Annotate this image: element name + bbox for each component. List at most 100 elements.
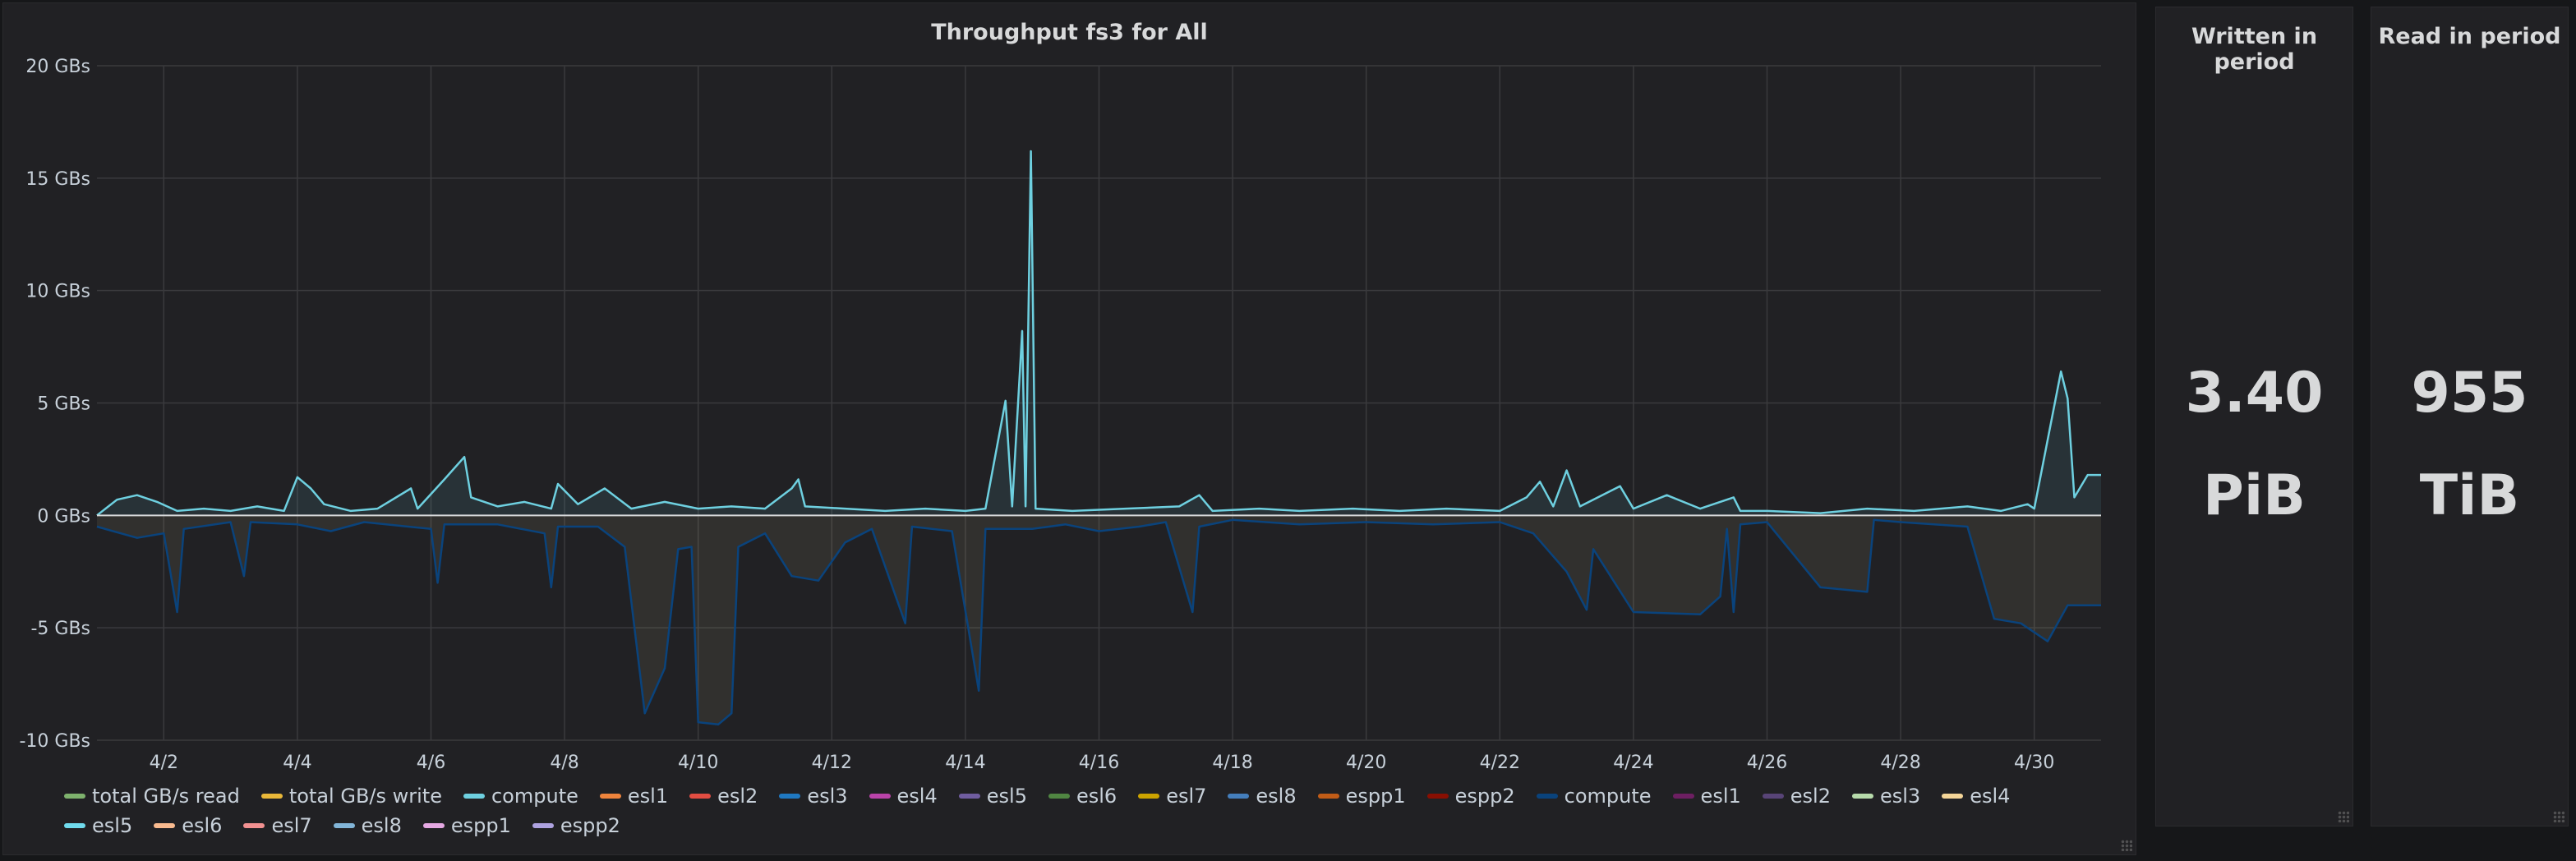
legend-label: espp2 (560, 814, 620, 837)
read-value: 955 (2411, 361, 2528, 426)
resize-handle[interactable] (2338, 811, 2349, 822)
legend-label: esl8 (361, 814, 402, 837)
y-tick-label: 0 GBs (37, 506, 90, 527)
y-tick-label: -5 GBs (30, 619, 90, 639)
x-tick-label: 4/30 (2014, 753, 2054, 773)
x-tick-label: 4/20 (1346, 753, 1386, 773)
legend-swatch (243, 823, 265, 828)
legend-swatch (869, 794, 891, 799)
legend-swatch (1228, 794, 1250, 799)
legend-label: compute (1564, 785, 1652, 808)
x-tick-label: 4/26 (1747, 753, 1787, 773)
legend-item[interactable]: esl4 (1942, 785, 2011, 808)
legend-label: esl4 (896, 785, 938, 808)
legend-item[interactable]: esl7 (1138, 785, 1207, 808)
legend-label: esl6 (182, 814, 223, 837)
legend-swatch (1762, 794, 1784, 799)
legend-label: esl3 (807, 785, 848, 808)
x-tick-label: 4/10 (678, 753, 718, 773)
x-tick-label: 4/8 (550, 753, 578, 773)
legend-item[interactable]: esl1 (1672, 785, 1741, 808)
chart-ticks: 20 GBs 15 GBs 10 GBs 5 GBs 0 GBs -5 GBs -10 GB… (19, 57, 2054, 773)
series-line (96, 518, 2101, 726)
x-tick-label: 4/18 (1212, 753, 1252, 773)
graph-legend: total GB/s read total GB/s write compute es… (64, 785, 2102, 837)
legend-item[interactable]: compute (1536, 785, 1652, 808)
x-tick-label: 4/16 (1079, 753, 1119, 773)
legend-swatch (333, 823, 355, 828)
legend-item[interactable]: esl7 (243, 814, 312, 837)
legend-label: espp1 (450, 814, 511, 837)
series-line (96, 150, 2101, 517)
legend-item[interactable]: espp1 (422, 814, 511, 837)
legend-item[interactable]: esl8 (1228, 785, 1297, 808)
x-tick-label: 4/28 (1880, 753, 1920, 773)
y-tick-label: 5 GBs (37, 394, 90, 415)
legend-label: esl1 (627, 785, 669, 808)
legend-item[interactable]: espp2 (532, 814, 620, 837)
written-in-period-panel[interactable]: Written in period 3.40 PiB (2155, 7, 2353, 826)
x-tick-label: 4/22 (1480, 753, 1520, 773)
resize-handle[interactable] (2553, 811, 2564, 822)
x-tick-label: 4/2 (150, 753, 178, 773)
legend-swatch (64, 794, 85, 799)
legend-label: compute (491, 785, 578, 808)
legend-item[interactable]: esl6 (1048, 785, 1117, 808)
written-panel-title[interactable]: Written in period (2191, 24, 2318, 75)
legend-swatch (260, 794, 283, 799)
legend-item[interactable]: compute (463, 785, 578, 808)
written-value: 3.40 (2185, 361, 2324, 426)
legend-label: esl3 (1879, 785, 1921, 808)
legend-label: espp1 (1345, 785, 1406, 808)
legend-item[interactable]: espp1 (1317, 785, 1406, 808)
legend-item[interactable]: total GB/s write (260, 785, 442, 808)
legend-label: esl7 (271, 814, 312, 837)
legend-item[interactable]: espp2 (1426, 785, 1515, 808)
written-unit: PiB (2203, 463, 2306, 528)
legend-label: total GB/s write (288, 785, 442, 808)
legend-swatch (599, 794, 621, 799)
legend-item[interactable]: esl1 (599, 785, 669, 808)
y-tick-label: 20 GBs (25, 57, 90, 77)
throughput-graph-panel[interactable]: Throughput fs3 for All 20 GBs 15 GBs 10 GB… (2, 2, 2136, 855)
legend-swatch (422, 823, 445, 828)
legend-item[interactable]: esl2 (1762, 785, 1831, 808)
graph-panel-title[interactable]: Throughput fs3 for All (931, 20, 1208, 45)
legend-item[interactable]: esl5 (64, 814, 133, 837)
legend-item[interactable]: esl4 (869, 785, 938, 808)
legend-item[interactable]: esl3 (779, 785, 848, 808)
legend-swatch (779, 794, 801, 799)
legend-swatch (689, 794, 712, 799)
read-in-period-panel[interactable]: Read in period 955 TiB (2371, 7, 2569, 826)
legend-swatch (1536, 794, 1558, 799)
y-tick-label: -10 GBs (19, 731, 90, 752)
x-tick-label: 4/4 (283, 753, 311, 773)
legend-item[interactable]: esl5 (958, 785, 1027, 808)
legend-label: esl4 (1970, 785, 2011, 808)
legend-label: espp2 (1454, 785, 1515, 808)
legend-label: esl6 (1076, 785, 1117, 808)
legend-label: esl5 (986, 785, 1027, 808)
legend-swatch (1048, 794, 1070, 799)
legend-item[interactable]: esl6 (154, 814, 223, 837)
chart-grid (97, 65, 2101, 741)
legend-label: esl8 (1256, 785, 1297, 808)
legend-swatch (532, 823, 554, 828)
legend-item[interactable]: esl3 (1851, 785, 1921, 808)
legend-swatch (1317, 794, 1339, 799)
legend-item[interactable]: esl2 (689, 785, 758, 808)
legend-label: esl2 (717, 785, 758, 808)
legend-swatch (1672, 794, 1694, 799)
read-unit: TiB (2419, 463, 2520, 528)
legend-item[interactable]: total GB/s read (64, 785, 240, 808)
x-tick-label: 4/6 (417, 753, 445, 773)
legend-swatch (64, 823, 85, 828)
read-panel-title[interactable]: Read in period (2378, 24, 2561, 49)
legend-label: esl5 (92, 814, 133, 837)
y-tick-label: 15 GBs (25, 169, 90, 190)
legend-swatch (958, 794, 980, 799)
legend-swatch (1851, 794, 1873, 799)
legend-label: esl7 (1166, 785, 1207, 808)
legend-item[interactable]: esl8 (333, 814, 402, 837)
resize-handle[interactable] (2121, 840, 2132, 851)
